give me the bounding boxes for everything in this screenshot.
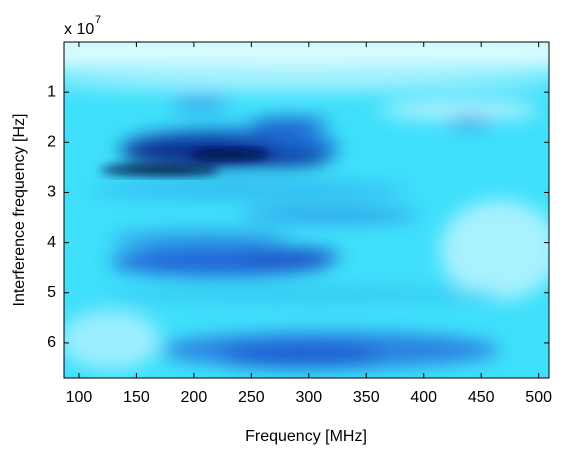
x-tick-label: 150 (123, 389, 150, 406)
x-tick-label: 300 (295, 389, 322, 406)
x-tick-label: 450 (468, 389, 495, 406)
plot-frame (63, 41, 550, 379)
x-axis-label: Frequency [MHz] (245, 428, 367, 445)
x-tick-label: 100 (66, 389, 93, 406)
y-multiplier-base: x 10 (64, 21, 94, 38)
y-tick-label: 4 (47, 234, 56, 251)
x-tick-label: 350 (353, 389, 380, 406)
y-tick-label: 3 (47, 184, 56, 201)
y-tick-label: 5 (47, 284, 56, 301)
y-tick-label: 6 (47, 334, 56, 351)
x-tick-label: 200 (181, 389, 208, 406)
x-tick-label: 500 (525, 389, 552, 406)
y-tick-label: 2 (47, 134, 56, 151)
x-tick-label: 400 (410, 389, 437, 406)
y-tick-label: 1 (47, 83, 56, 100)
y-axis-label: Interference frequency [Hz] (11, 114, 28, 307)
y-multiplier-exponent: 7 (95, 14, 101, 26)
heatmap-image (64, 42, 549, 378)
x-tick-label: 250 (238, 389, 265, 406)
